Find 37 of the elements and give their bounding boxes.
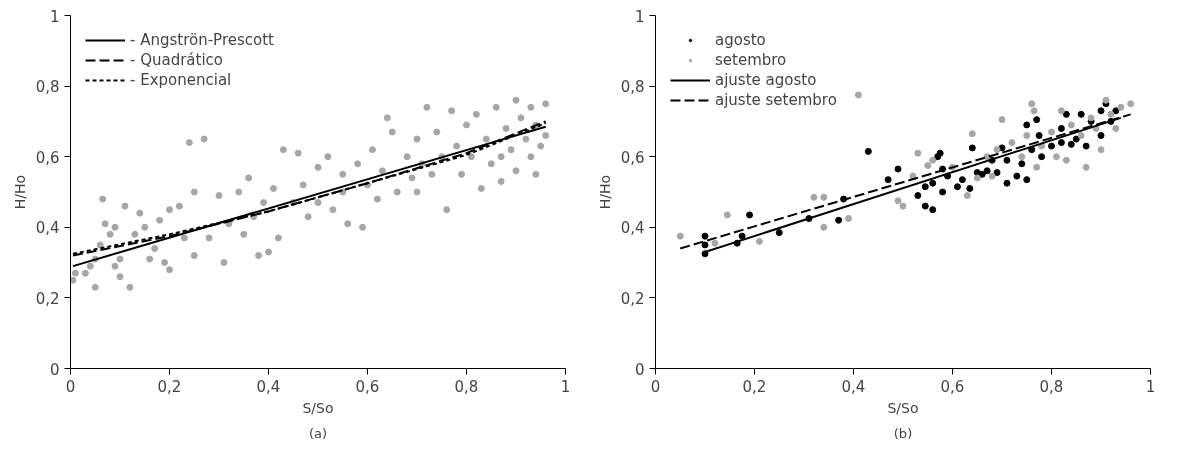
y-axis-title: H/Ho xyxy=(11,174,28,210)
x-tick-label: 0,2 xyxy=(742,377,767,396)
y-tick-label: 0,6 xyxy=(620,148,645,167)
legend-label: - Quadrático xyxy=(130,50,224,70)
legend-label: ajuste agosto xyxy=(715,70,817,90)
text: (b) xyxy=(893,425,913,441)
x-tick-label: 0,4 xyxy=(256,377,281,396)
legend-label: agosto xyxy=(715,30,766,50)
y-tick-label: 0,2 xyxy=(35,289,60,308)
x-tick-label: 0,8 xyxy=(1039,377,1064,396)
x-axis-title: S/So xyxy=(302,399,334,416)
y-tick-label: 0,4 xyxy=(620,219,645,238)
y-tick-label: 0,6 xyxy=(35,148,60,167)
x-tick-label: 1 xyxy=(1145,377,1156,396)
y-tick-label: 0,8 xyxy=(620,78,645,97)
x-tick-label: 0,4 xyxy=(841,377,866,396)
y-tick-label: 0,2 xyxy=(620,289,645,308)
y-axis-title: H/Ho xyxy=(596,174,613,210)
y-tick-label: 0,4 xyxy=(35,219,60,238)
x-tick-label: 0 xyxy=(65,377,76,396)
text: (a) xyxy=(308,425,328,441)
legend-label: - Angströn-Prescott xyxy=(130,30,274,50)
x-tick-label: 0,2 xyxy=(157,377,182,396)
legend-label: ajuste setembro xyxy=(715,90,837,110)
legend-label: setembro xyxy=(715,50,787,70)
x-tick-label: 0,6 xyxy=(940,377,965,396)
legend-label: - Exponencial xyxy=(130,70,232,90)
x-tick-label: 0 xyxy=(650,377,661,396)
y-tick-label: 0,8 xyxy=(35,78,60,97)
y-tick-label: 1 xyxy=(634,7,645,26)
y-tick-label: 0 xyxy=(49,360,60,379)
y-tick-label: 1 xyxy=(49,7,60,26)
x-axis-title: S/So xyxy=(887,399,919,416)
x-tick-label: 0,8 xyxy=(454,377,479,396)
y-tick-label: 0 xyxy=(634,360,645,379)
x-tick-label: 0,6 xyxy=(355,377,380,396)
x-tick-label: 1 xyxy=(560,377,571,396)
